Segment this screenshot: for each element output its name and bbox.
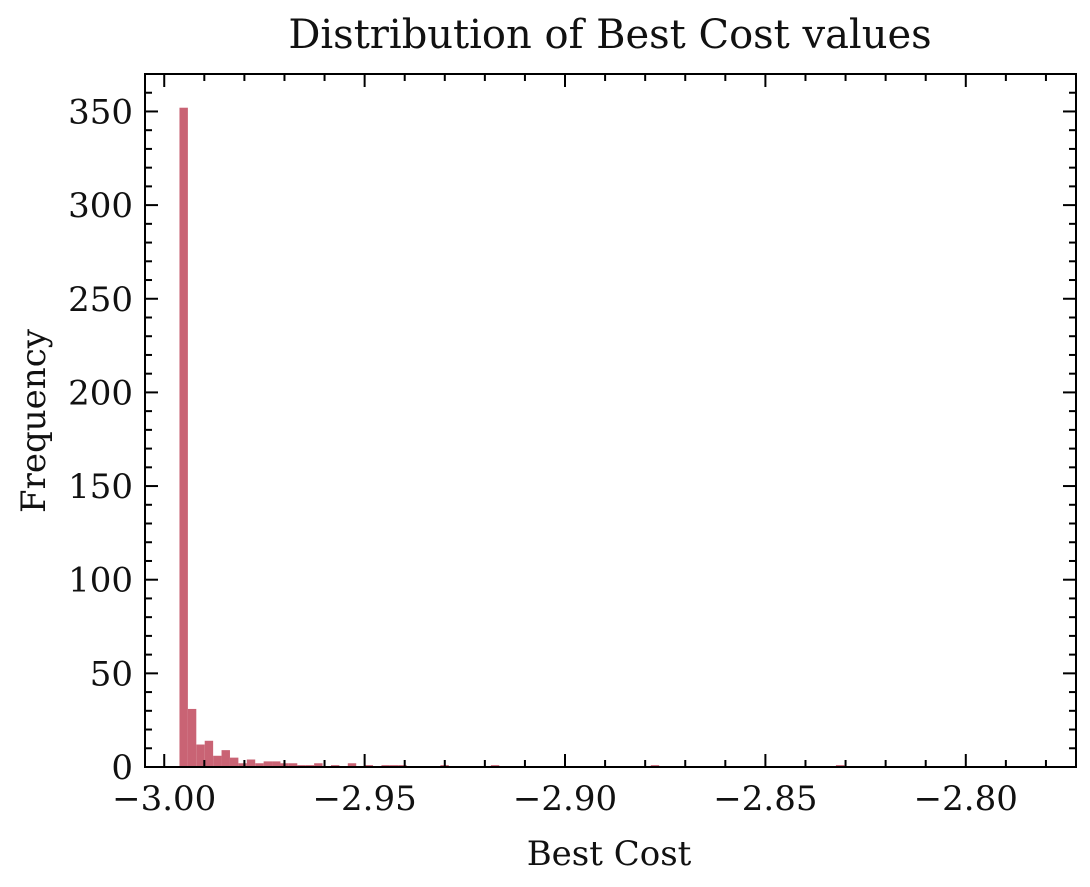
histogram-bar [314, 763, 323, 767]
histogram-bar [246, 759, 256, 767]
histogram-bar [187, 708, 197, 767]
histogram-bar [288, 763, 298, 767]
histogram-bar [272, 761, 281, 767]
histogram-bar [238, 763, 247, 767]
bars-group [179, 107, 845, 768]
chart-title: Distribution of Best Cost values [288, 12, 931, 58]
y-tick-label: 250 [68, 280, 133, 320]
histogram-bar [255, 763, 264, 767]
histogram-bar [213, 755, 222, 767]
y-tick-label: 350 [68, 92, 133, 132]
y-tick-label: 100 [68, 561, 133, 601]
y-tick-label: 200 [68, 373, 133, 413]
plot-frame [144, 73, 1077, 768]
x-tick-label: −2.85 [713, 779, 817, 819]
x-tick-label: −2.90 [513, 779, 617, 819]
y-tick-label: 300 [68, 186, 133, 226]
histogram-bar [204, 740, 214, 767]
ticks-group: −3.00 −2.95 −2.90 −2.85 −2.80 0 50 100 150 200 250… [68, 74, 1076, 819]
y-tick-label: 150 [68, 467, 133, 507]
histogram-bar [196, 744, 205, 767]
histogram-bar [221, 750, 230, 767]
x-tick-label: −3.00 [112, 779, 216, 819]
x-axis-label: Best Cost [527, 834, 692, 874]
x-tick-label: −2.80 [914, 779, 1018, 819]
y-axis-label: Frequency [14, 328, 54, 513]
histogram-bar [229, 757, 239, 767]
y-tick-label: 50 [90, 654, 133, 694]
histogram-bar [263, 761, 273, 767]
y-tick-label: 0 [111, 748, 133, 788]
histogram-bar [179, 107, 188, 768]
x-tick-label: −2.95 [313, 779, 417, 819]
histogram-bar [347, 763, 357, 767]
